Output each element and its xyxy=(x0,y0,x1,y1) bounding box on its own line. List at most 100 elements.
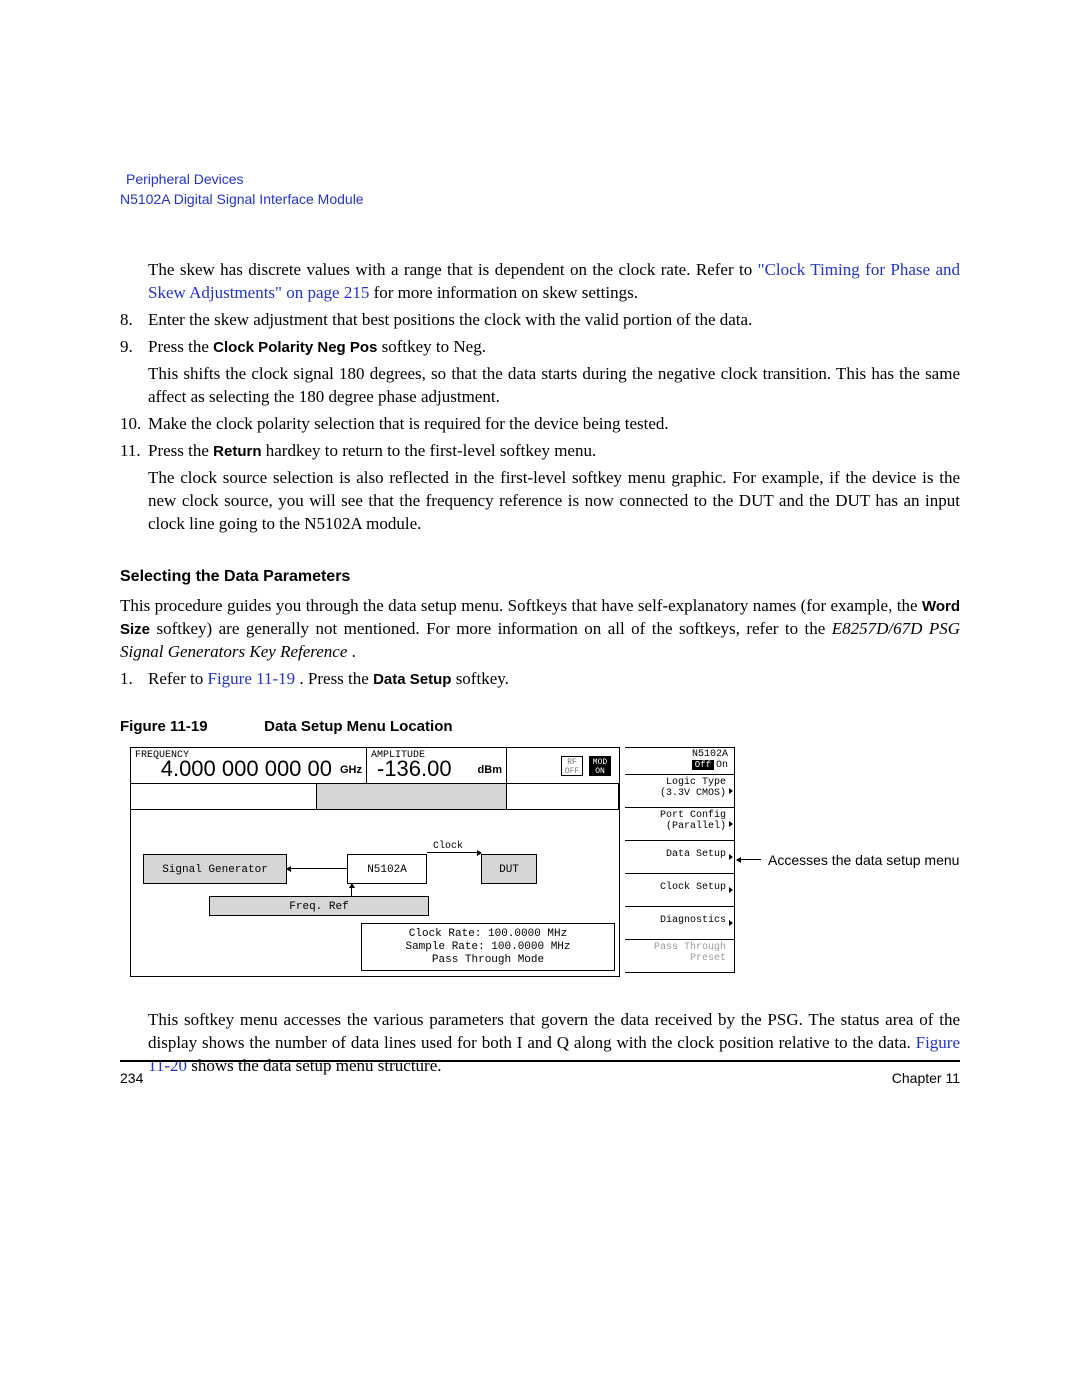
softkey-name: Data Setup xyxy=(373,671,451,688)
text: . Press the xyxy=(299,669,373,688)
step-num: 11. xyxy=(120,440,148,463)
info-box: Clock Rate: 100.0000 MHz Sample Rate: 10… xyxy=(361,923,615,971)
softkey-pass-through[interactable]: Pass Through Preset xyxy=(625,940,735,973)
text: Press the xyxy=(148,337,213,356)
info-line: Sample Rate: 100.0000 MHz xyxy=(362,941,614,954)
sk-label: Port Config xyxy=(629,810,726,821)
step-num: 10. xyxy=(120,413,148,436)
chapter-label: Chapter 11 xyxy=(892,1070,960,1086)
title-model: N5102A xyxy=(631,749,728,760)
softkey-port-config[interactable]: Port Config (Parallel) xyxy=(625,808,735,841)
chevron-right-icon xyxy=(729,821,733,827)
freq-unit: GHz xyxy=(340,763,362,778)
step-num: 9. xyxy=(120,336,148,359)
off-indicator: Off xyxy=(692,760,714,770)
hardkey-name: Return xyxy=(213,443,261,460)
header-line-1: Peripheral Devices xyxy=(126,170,960,190)
figure-caption: Figure 11-19 Data Setup Menu Location xyxy=(120,717,960,737)
softkey-title: N5102A OffOn xyxy=(625,747,735,774)
arrow-icon xyxy=(287,868,347,869)
subheading: Selecting the Data Parameters xyxy=(120,566,960,588)
on-indicator: On xyxy=(716,760,728,771)
page-number: 234 xyxy=(120,1070,143,1086)
instrument-screen: FREQUENCY 4.000 000 000 00 GHz AMPLITUDE… xyxy=(130,747,620,977)
step-text: Press the Return hardkey to return to th… xyxy=(148,440,960,463)
text: This softkey menu accesses the various p… xyxy=(148,1010,960,1052)
figure-number: Figure 11-19 xyxy=(120,717,260,737)
text: hardkey to return to the first-level sof… xyxy=(266,441,596,460)
softkey-name: Clock Polarity Neg Pos xyxy=(213,339,377,356)
step-text: Press the Clock Polarity Neg Pos softkey… xyxy=(148,336,960,359)
step-10: 10. Make the clock polarity selection th… xyxy=(120,413,960,436)
step-9: 9. Press the Clock Polarity Neg Pos soft… xyxy=(120,336,960,359)
step-text: Enter the skew adjustment that best posi… xyxy=(148,309,960,332)
text: softkey. xyxy=(456,669,509,688)
amp-unit: dBm xyxy=(478,763,502,778)
page-content: Peripheral Devices N5102A Digital Signal… xyxy=(0,0,1080,1078)
status-area: RFOFF MODON xyxy=(507,748,619,783)
freq-value: 4.000 000 000 00 xyxy=(161,754,332,784)
chevron-right-icon xyxy=(729,788,733,794)
signal-generator-box: Signal Generator xyxy=(143,854,287,884)
step-num: 8. xyxy=(120,309,148,332)
step-9-explain: This shifts the clock signal 180 degrees… xyxy=(148,363,960,409)
softkey-clock-setup[interactable]: Clock Setup xyxy=(625,874,735,907)
text: softkey to Neg. xyxy=(382,337,486,356)
header-line-2: N5102A Digital Signal Interface Module xyxy=(120,190,960,210)
sk-label: Pass Through xyxy=(629,942,726,953)
callout-arrow-icon xyxy=(737,859,761,860)
figure-xref[interactable]: Figure 11-19 xyxy=(207,669,295,688)
screen-midrow xyxy=(131,784,619,810)
chevron-right-icon xyxy=(729,920,733,926)
dut-box: DUT xyxy=(481,854,537,884)
freq-ref-box: Freq. Ref xyxy=(209,896,429,916)
running-header: Peripheral Devices N5102A Digital Signal… xyxy=(120,170,960,209)
sk-label: Clock Setup xyxy=(629,876,726,900)
text: softkey) are generally not mentioned. Fo… xyxy=(156,619,831,638)
step-11-explain: The clock source selection is also refle… xyxy=(148,467,960,536)
sk-label: Diagnostics xyxy=(629,909,726,933)
n5102a-box: N5102A xyxy=(347,854,427,884)
arrow-icon xyxy=(427,852,481,853)
softkey-logic-type[interactable]: Logic Type (3.3V CMOS) xyxy=(625,774,735,808)
text: The skew has discrete values with a rang… xyxy=(148,260,758,279)
amplitude-readout: AMPLITUDE -136.00 dBm xyxy=(367,748,507,783)
arrow-icon xyxy=(351,884,352,896)
softkey-data-setup[interactable]: Data Setup xyxy=(625,841,735,874)
softkey-diagnostics[interactable]: Diagnostics xyxy=(625,907,735,940)
step-text: Refer to Figure 11-19 . Press the Data S… xyxy=(148,668,960,691)
step-11: 11. Press the Return hardkey to return t… xyxy=(120,440,960,463)
sk-label: Logic Type xyxy=(629,777,726,788)
screen-diagram: Signal Generator N5102A Clock DUT Freq. … xyxy=(131,810,619,975)
info-line: Clock Rate: 100.0000 MHz xyxy=(362,928,614,941)
page-footer: 234 Chapter 11 xyxy=(120,1060,960,1086)
sk-sublabel: (Parallel) xyxy=(629,821,726,832)
sk-sublabel: (3.3V CMOS) xyxy=(629,788,726,799)
info-line: Pass Through Mode xyxy=(362,954,614,967)
step-text: Make the clock polarity selection that i… xyxy=(148,413,960,436)
callout-text: Accesses the data setup menu xyxy=(768,851,959,870)
text: This procedure guides you through the da… xyxy=(120,596,922,615)
rf-indicator: RFOFF xyxy=(561,756,583,776)
amp-value: -136.00 xyxy=(377,754,452,784)
step-1: 1. Refer to Figure 11-19 . Press the Dat… xyxy=(120,668,960,691)
mod-indicator: MODON xyxy=(589,756,611,776)
body: The skew has discrete values with a rang… xyxy=(120,259,960,1078)
text: . xyxy=(352,642,356,661)
text: Press the xyxy=(148,441,213,460)
frequency-readout: FREQUENCY 4.000 000 000 00 GHz xyxy=(131,748,367,783)
chevron-right-icon xyxy=(729,887,733,893)
skew-paragraph: The skew has discrete values with a rang… xyxy=(148,259,960,305)
step-8: 8. Enter the skew adjustment that best p… xyxy=(120,309,960,332)
softkey-column: N5102A OffOn Logic Type (3.3V CMOS) Port… xyxy=(625,747,735,973)
figure-title: Data Setup Menu Location xyxy=(264,718,452,735)
chevron-right-icon xyxy=(729,854,733,860)
step-num: 1. xyxy=(120,668,148,691)
sk-sublabel: Preset xyxy=(629,953,726,964)
text: Refer to xyxy=(148,669,207,688)
selecting-intro: This procedure guides you through the da… xyxy=(120,595,960,664)
figure-11-19: FREQUENCY 4.000 000 000 00 GHz AMPLITUDE… xyxy=(120,747,960,991)
text: for more information on skew settings. xyxy=(374,283,638,302)
sk-label: Data Setup xyxy=(629,843,726,867)
screen-topbar: FREQUENCY 4.000 000 000 00 GHz AMPLITUDE… xyxy=(131,748,619,784)
